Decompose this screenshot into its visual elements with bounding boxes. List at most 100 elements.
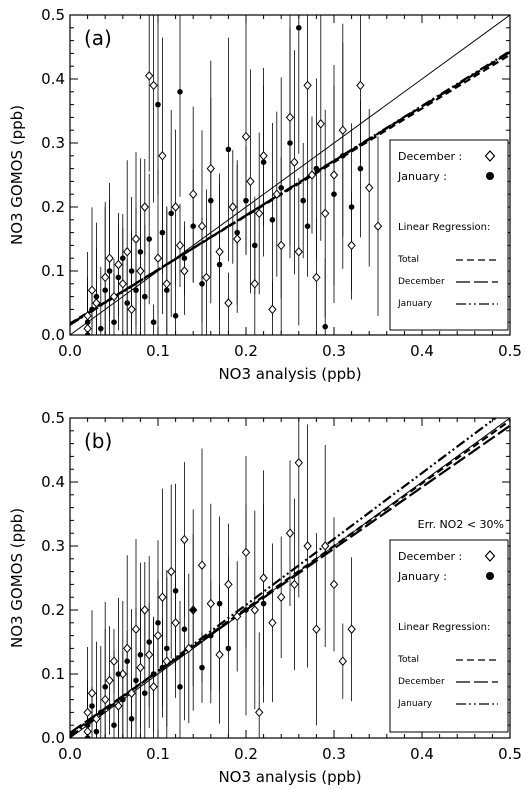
data-point-circle [300, 197, 307, 204]
data-point-diamond [312, 272, 321, 283]
data-point-circle [181, 626, 188, 632]
data-point-diamond [268, 618, 277, 628]
data-point-diamond [206, 163, 215, 174]
data-point-circle [243, 607, 249, 613]
data-point-diamond [250, 605, 259, 615]
data-point-diamond [158, 592, 167, 602]
data-point-circle [115, 274, 122, 281]
error-bars [87, 15, 379, 335]
y-tick-label: 0.4 [41, 473, 65, 491]
x-tick-label: 0.2 [234, 342, 258, 360]
data-point-circle [216, 261, 223, 268]
data-point-circle [133, 287, 139, 294]
data-point-circle [89, 306, 95, 313]
series-december [83, 71, 383, 334]
data-point-circle [348, 204, 355, 210]
data-point-diamond [101, 272, 110, 283]
data-point-diamond [202, 272, 211, 283]
panel-a: 0.0 0.1 0.2 0.3 0.4 0.5 0.0 0.1 0.2 0.3 0.4 0.5 NO3 … [8, 6, 522, 383]
data-point-diamond [312, 624, 321, 634]
data-point-diamond [171, 202, 180, 212]
x-tick-label: 0.5 [498, 342, 522, 360]
data-point-circle [124, 658, 130, 664]
legend-line-label: January [397, 699, 433, 709]
data-point-diamond [329, 579, 339, 590]
data-point-diamond [123, 643, 132, 654]
data-point-circle [84, 319, 91, 326]
legend-marker-label: December : [398, 550, 462, 563]
legend-box [389, 139, 509, 331]
data-point-diamond [92, 298, 101, 308]
legend-marker-diamond [484, 150, 496, 162]
data-point-diamond [149, 80, 158, 91]
panel-label: (a) [84, 26, 112, 50]
data-point-circle [164, 645, 170, 652]
data-point-diamond [259, 151, 268, 161]
data-point-diamond [241, 131, 251, 142]
data-point-circle [137, 249, 144, 255]
data-point-diamond [290, 579, 299, 590]
y-tick-label: 0.3 [41, 537, 65, 555]
data-point-diamond [105, 675, 114, 686]
x-tick-label: 0.2 [234, 745, 258, 763]
data-point-circle [357, 165, 364, 172]
data-point-circle [133, 677, 139, 684]
legend-marker-circle [486, 572, 494, 580]
error-bars [87, 418, 353, 738]
data-point-circle [89, 703, 95, 709]
y-tick-label: 0.0 [41, 326, 65, 344]
data-point-diamond [338, 656, 347, 666]
data-point-circle [260, 600, 267, 607]
data-point-circle [137, 652, 144, 658]
data-point-diamond [272, 189, 281, 199]
annotation: Err. NO2 < 30% [418, 518, 504, 531]
data-point-diamond [329, 170, 339, 180]
data-point-diamond [215, 247, 224, 257]
x-axis-label: NO3 analysis (ppb) [218, 365, 361, 383]
legend-line-label: Total [397, 655, 419, 665]
data-point-circle [159, 664, 166, 671]
data-point-circle [322, 323, 329, 330]
data-point-circle [208, 632, 214, 639]
regression-line-january [70, 50, 510, 326]
panel-label: (b) [84, 429, 112, 453]
data-point-diamond [167, 566, 176, 577]
legend: December : January : Linear Regression: Tot… [389, 139, 509, 331]
data-point-diamond [180, 534, 189, 545]
data-point-circle [199, 664, 205, 671]
data-point-circle [93, 293, 100, 300]
data-point-circle [146, 639, 152, 645]
data-point-diamond [145, 650, 154, 660]
data-point-diamond [162, 656, 171, 666]
data-point-diamond [109, 656, 119, 666]
series-january [84, 25, 364, 335]
data-point-circle [102, 684, 108, 690]
data-point-diamond [153, 630, 163, 641]
legend-line-label: December [398, 277, 445, 287]
data-point-diamond [131, 624, 141, 634]
data-point-circle [111, 319, 117, 326]
data-point-circle [146, 236, 152, 242]
data-point-circle [287, 140, 293, 146]
data-point-circle [278, 185, 285, 191]
series-january [84, 588, 267, 738]
legend-marker-label: January : [397, 570, 447, 583]
data-point-diamond [321, 541, 330, 551]
data-point-diamond [171, 618, 180, 628]
data-point-diamond [303, 80, 312, 91]
plot-area [70, 15, 510, 335]
data-point-diamond [92, 714, 101, 724]
data-point-circle [252, 242, 258, 249]
legend-regression-title: Linear Regression: [398, 222, 490, 233]
y-axis-label: NO3 GOMOS (ppb) [8, 508, 26, 648]
data-point-diamond [294, 247, 303, 257]
plot-frame [69, 14, 511, 336]
x-tick-label: 0.4 [410, 745, 434, 763]
data-point-circle [260, 159, 267, 165]
data-point-circle [313, 165, 320, 172]
data-point-diamond [303, 541, 312, 551]
x-tick-label: 0.1 [146, 745, 170, 763]
data-point-circle [177, 684, 183, 690]
y-tick-label: 0.5 [41, 409, 65, 427]
